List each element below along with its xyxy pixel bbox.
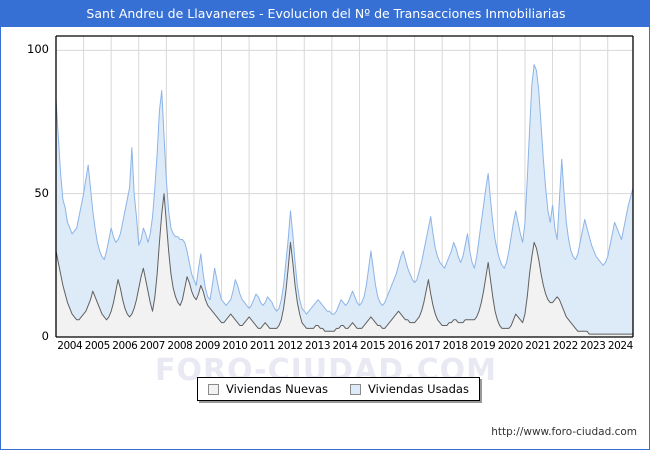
x-axis-tick-label: 2017: [415, 340, 441, 352]
x-axis-tick-label: 2015: [360, 340, 386, 352]
x-axis-tick-label: 2016: [387, 340, 414, 352]
x-axis-labels: 2004 2005 2006 2007 2008 2009 2010 2011 2012 2013…: [56, 340, 634, 356]
x-axis-tick-label: 2020: [497, 340, 524, 352]
chart-legend: Viviendas Nuevas Viviendas Usadas: [197, 377, 480, 401]
x-axis-tick-label: 2013: [304, 340, 331, 352]
x-axis-tick-label: 2022: [552, 340, 579, 352]
x-axis-tick-label: 2012: [277, 340, 303, 352]
x-axis-tick-label: 2011: [249, 340, 276, 352]
legend-swatch-nuevas: [208, 383, 219, 395]
x-axis-tick-label: 2005: [84, 340, 111, 352]
y-axis-tick-label: 0: [41, 329, 49, 343]
x-axis-tick-label: 2006: [112, 340, 138, 352]
plot-area: [1, 27, 650, 357]
chart-svg: [55, 35, 634, 338]
legend-label-usadas: Viviendas Usadas: [367, 382, 469, 396]
x-axis-tick-label: 2021: [525, 340, 551, 352]
x-axis-tick-label: 2024: [607, 340, 634, 352]
legend-swatch-usadas: [349, 383, 361, 395]
x-axis-tick-label: 2008: [167, 340, 193, 352]
x-axis-tick-label: 2010: [222, 340, 248, 352]
x-axis-tick-label: 2009: [194, 340, 221, 352]
legend-item-viviendas-usadas[interactable]: Viviendas Usadas: [349, 382, 469, 396]
x-axis-tick-label: 2019: [470, 340, 496, 352]
legend-label-nuevas: Viviendas Nuevas: [226, 382, 328, 396]
y-axis-tick-label: 100: [27, 42, 49, 57]
page-title: Sant Andreu de Llavaneres - Evolucion de…: [86, 6, 566, 21]
x-axis-tick-label: 2018: [442, 340, 469, 352]
source-url[interactable]: http://www.foro-ciudad.com: [491, 426, 637, 438]
y-axis-tick-label: 50: [34, 185, 49, 200]
x-axis-tick-label: 2004: [57, 340, 83, 352]
x-axis-tick-label: 2023: [580, 340, 606, 352]
x-axis-tick-label: 2014: [332, 340, 359, 352]
x-axis-tick-label: 2007: [139, 340, 166, 352]
window-title-bar: Sant Andreu de Llavaneres - Evolucion de…: [1, 1, 650, 27]
legend-item-viviendas-nuevas[interactable]: Viviendas Nuevas: [208, 382, 328, 396]
